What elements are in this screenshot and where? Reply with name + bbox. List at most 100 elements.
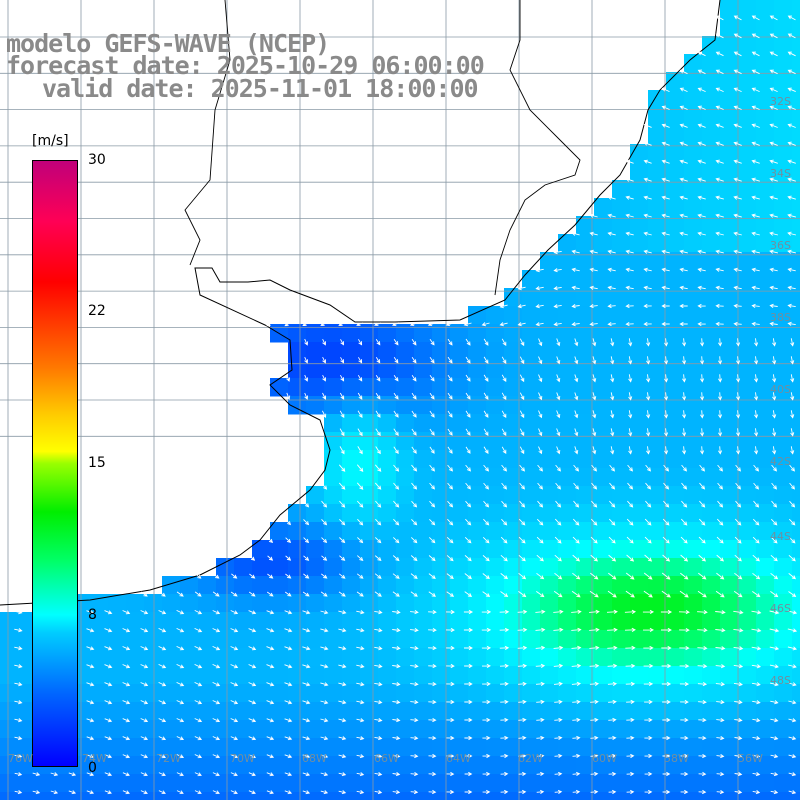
wind-speed-cell [324, 720, 343, 739]
wind-speed-cell [720, 342, 739, 361]
wind-arrow [644, 789, 653, 795]
longitude-label: 66W [374, 752, 399, 765]
wind-speed-cell [594, 288, 613, 307]
wind-arrow [140, 646, 149, 651]
wind-speed-cell [648, 576, 667, 595]
wind-arrow [14, 772, 23, 777]
wind-speed-cell [756, 360, 775, 379]
wind-speed-cell [396, 756, 415, 775]
wind-arrow [769, 267, 778, 272]
wind-speed-cell [684, 252, 703, 271]
wind-arrow [68, 772, 77, 777]
wind-arrow [697, 267, 706, 272]
wind-speed-cell [198, 666, 217, 685]
wind-speed-cell [738, 576, 757, 595]
wind-speed-cell [666, 396, 685, 415]
colorbar-tick-label: 30 [88, 152, 106, 168]
wind-speed-cell [630, 270, 649, 289]
wind-speed-cell [432, 396, 451, 415]
wind-arrow [772, 410, 777, 419]
wind-arrow [429, 500, 436, 508]
wind-arrow [698, 771, 707, 777]
wind-arrow [482, 699, 491, 705]
wind-arrow [625, 159, 634, 164]
wind-speed-cell [432, 720, 451, 739]
wind-arrow [338, 464, 346, 472]
wind-speed-cell [18, 684, 37, 703]
wind-speed-cell [216, 756, 235, 775]
wind-speed-cell [378, 414, 397, 433]
wind-speed-cell [720, 414, 739, 433]
wind-speed-cell [612, 396, 631, 415]
wind-speed-cell [198, 792, 217, 800]
wind-arrow [338, 772, 347, 777]
wind-arrow [610, 356, 615, 365]
wind-speed-cell [720, 594, 739, 613]
wind-arrow [571, 609, 582, 614]
wind-speed-cell [756, 288, 775, 307]
wind-arrow [517, 609, 528, 614]
latitude-label: 46S [770, 602, 791, 615]
wind-speed-cell [702, 720, 721, 739]
wind-speed-cell [324, 612, 343, 631]
wind-speed-cell [522, 630, 541, 649]
wind-speed-cell [324, 486, 343, 505]
wind-arrow [679, 141, 688, 146]
wind-arrow [734, 700, 743, 705]
wind-arrow [590, 572, 599, 580]
wind-arrow [284, 736, 293, 741]
wind-arrow [661, 195, 670, 200]
wind-speed-cell [774, 414, 793, 433]
wind-speed-cell [450, 738, 469, 757]
wind-arrow [715, 177, 724, 182]
wind-speed-cell [774, 792, 793, 800]
wind-speed-cell [774, 126, 793, 145]
wind-speed-cell [684, 684, 703, 703]
wind-arrow [590, 771, 599, 776]
wind-speed-cell [720, 522, 739, 541]
wind-arrow [428, 555, 436, 562]
wind-arrow [590, 753, 599, 758]
wind-arrow [715, 159, 724, 164]
wind-speed-cell [720, 36, 739, 55]
wind-arrow [429, 446, 435, 454]
wind-arrow [772, 356, 777, 365]
wind-arrow [248, 610, 257, 615]
wind-arrow [86, 718, 95, 723]
wind-arrow [535, 322, 544, 327]
wind-arrow [679, 195, 688, 200]
wind-arrow [787, 610, 798, 615]
wind-arrow [429, 392, 435, 400]
wind-speed-cell [486, 414, 505, 433]
wind-speed-cell [720, 54, 739, 73]
wind-arrow [517, 627, 528, 632]
wind-arrow [590, 536, 598, 544]
wind-speed-cell [666, 72, 685, 91]
wind-speed-cell [90, 756, 109, 775]
wind-speed-cell [792, 18, 800, 37]
wind-arrow [607, 285, 616, 290]
wind-arrow [321, 573, 328, 579]
wind-speed-cell [558, 774, 577, 793]
wind-speed-cell [396, 666, 415, 685]
colorbar [32, 160, 78, 767]
wind-speed-cell [414, 414, 433, 433]
wind-arrow [555, 482, 562, 490]
wind-arrow [736, 374, 741, 383]
wind-arrow [751, 249, 761, 254]
wind-speed-cell [270, 648, 289, 667]
wind-arrow [734, 572, 743, 580]
wind-speed-cell [558, 324, 577, 343]
wind-speed-cell [594, 216, 613, 235]
wind-speed-cell [414, 684, 433, 703]
wind-arrow [788, 682, 797, 687]
wind-speed-cell [648, 450, 667, 469]
wind-arrow [410, 790, 419, 795]
wind-arrow [428, 771, 437, 777]
wind-speed-cell [720, 540, 739, 559]
wind-speed-cell [702, 306, 721, 325]
wind-speed-cell [756, 324, 775, 343]
wind-arrow [140, 682, 149, 687]
wind-arrow [284, 700, 293, 705]
wind-arrow [517, 304, 526, 309]
